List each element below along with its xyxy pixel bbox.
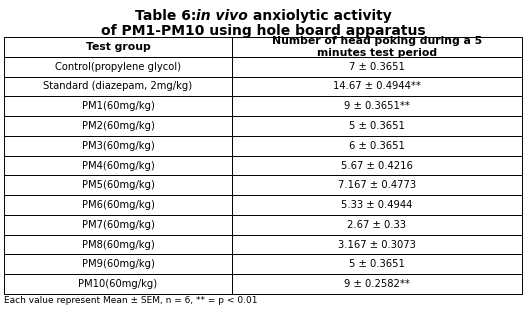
Bar [232,37,522,57]
Text: PM2(60mg/kg): PM2(60mg/kg) [82,121,155,131]
Text: 9 ± 0.2582**: 9 ± 0.2582** [344,279,410,289]
Text: 2.67 ± 0.33: 2.67 ± 0.33 [348,220,407,230]
Bar [4,136,232,156]
Text: of PM1-PM10 using hole board apparatus: of PM1-PM10 using hole board apparatus [100,24,426,38]
Text: Number of head poking during a 5
minutes test period: Number of head poking during a 5 minutes… [272,36,482,58]
Text: Control(propylene glycol): Control(propylene glycol) [55,62,181,72]
Bar [232,235,522,254]
Text: 9 ± 0.3651**: 9 ± 0.3651** [344,101,410,111]
Text: Test group: Test group [86,42,150,52]
Text: in vivo: in vivo [196,9,248,23]
Bar [232,116,522,136]
Text: Table 6:: Table 6: [135,9,196,23]
Bar [232,96,522,116]
Bar [232,77,522,96]
Bar [232,57,522,77]
Bar [232,215,522,235]
Text: 7 ± 0.3651: 7 ± 0.3651 [349,62,405,72]
Text: PM9(60mg/kg): PM9(60mg/kg) [82,259,155,269]
Bar [232,195,522,215]
Text: 7.167 ± 0.4773: 7.167 ± 0.4773 [338,180,416,190]
Text: Standard (diazepam, 2mg/kg): Standard (diazepam, 2mg/kg) [44,81,193,91]
Text: PM4(60mg/kg): PM4(60mg/kg) [82,160,154,171]
Text: 5 ± 0.3651: 5 ± 0.3651 [349,259,405,269]
Bar [232,254,522,274]
Bar [4,37,232,57]
Text: PM10(60mg/kg): PM10(60mg/kg) [78,279,157,289]
Text: 3.167 ± 0.3073: 3.167 ± 0.3073 [338,240,416,250]
Bar [232,156,522,176]
Text: Each value represent Mean ± SEM, n = 6, ** = p < 0.01: Each value represent Mean ± SEM, n = 6, … [4,296,258,305]
Text: PM7(60mg/kg): PM7(60mg/kg) [82,220,155,230]
Bar [4,176,232,195]
Bar [4,274,232,294]
Bar [232,136,522,156]
Text: 5 ± 0.3651: 5 ± 0.3651 [349,121,405,131]
Bar [4,254,232,274]
Text: 14.67 ± 0.4944**: 14.67 ± 0.4944** [333,81,421,91]
Text: PM3(60mg/kg): PM3(60mg/kg) [82,141,154,151]
Text: 5.33 ± 0.4944: 5.33 ± 0.4944 [341,200,413,210]
Bar [232,274,522,294]
Text: PM8(60mg/kg): PM8(60mg/kg) [82,240,154,250]
Bar [4,77,232,96]
Bar [232,176,522,195]
Bar [4,116,232,136]
Text: 6 ± 0.3651: 6 ± 0.3651 [349,141,405,151]
Text: PM1(60mg/kg): PM1(60mg/kg) [82,101,155,111]
Bar [4,235,232,254]
Text: 5.67 ± 0.4216: 5.67 ± 0.4216 [341,160,413,171]
Bar [4,195,232,215]
Bar [4,57,232,77]
Bar [4,96,232,116]
Text: PM5(60mg/kg): PM5(60mg/kg) [82,180,155,190]
Bar [4,156,232,176]
Text: anxiolytic activity: anxiolytic activity [248,9,391,23]
Text: PM6(60mg/kg): PM6(60mg/kg) [82,200,155,210]
Bar [4,215,232,235]
